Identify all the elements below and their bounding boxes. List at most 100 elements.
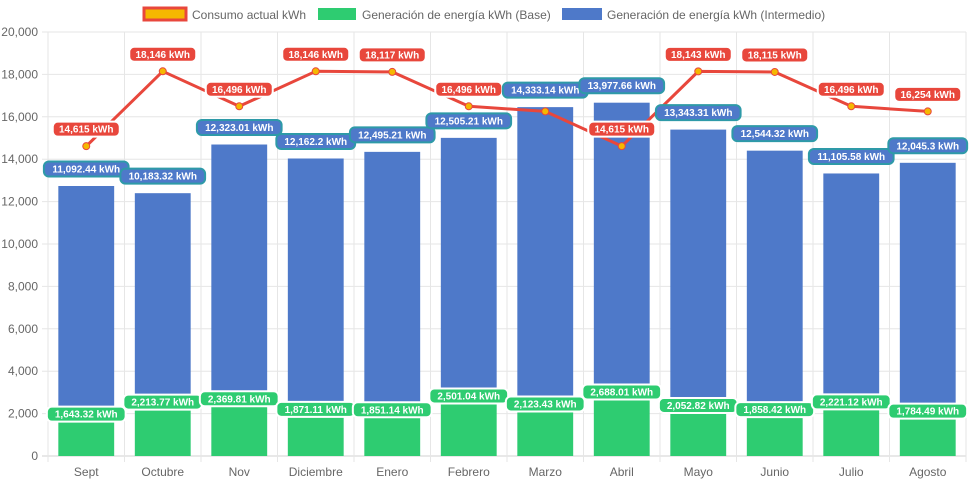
label-base: 2,123.43 kWh <box>504 395 586 413</box>
x-tick-label: Octubre <box>141 465 184 479</box>
label-consumo-bg <box>51 120 121 138</box>
consumption-point <box>770 67 779 76</box>
x-tick-label: Junio <box>760 465 789 479</box>
label-base-text: 1,871.11 kWh <box>285 405 347 416</box>
y-tick-label: 18,000 <box>1 67 38 81</box>
bar-base <box>134 409 191 456</box>
label-intermedio: 13,343.31 kWh <box>654 104 742 122</box>
label-consumo: 18,115 kWh <box>740 46 810 64</box>
label-consumo-bg <box>281 45 351 63</box>
legend-item-2[interactable]: Generación de energía kWh (Intermedio) <box>562 8 825 22</box>
y-tick-label: 2,000 <box>8 407 38 421</box>
legend-label-0[interactable]: Consumo actual kWh <box>192 8 306 22</box>
label-base-bg <box>45 405 127 423</box>
data-labels: 1,643.32 kWh 11,092.44 kWh 14,615 kWh 2,213… <box>42 45 969 423</box>
label-base: 2,213.77 kWh <box>122 393 204 411</box>
legend-label-2[interactable]: Generación de energía kWh (Intermedio) <box>607 8 825 22</box>
label-intermedio-text: 11,105.58 kWh <box>817 152 885 163</box>
consumption-point <box>388 67 397 76</box>
bar-base <box>899 418 956 456</box>
label-base: 1,784.49 kWh <box>887 402 969 420</box>
bar-intermedio <box>58 186 115 422</box>
label-consumo-text: 16,496 kWh <box>442 85 496 96</box>
label-consumo: 16,254 kWh <box>893 85 963 103</box>
label-intermedio: 13,977.66 kWh <box>578 77 666 95</box>
label-base-text: 1,851.14 kWh <box>361 405 424 416</box>
label-intermedio: 10,183.32 kWh <box>119 167 207 185</box>
label-consumo: 14,615 kWh <box>51 120 121 138</box>
label-intermedio-bg <box>195 119 283 137</box>
label-consumo: 16,496 kWh <box>816 80 886 98</box>
consumption-point <box>694 67 703 76</box>
bar-intermedio <box>440 137 497 403</box>
label-intermedio-text: 12,045.3 kWh <box>896 141 959 152</box>
legend-swatch-0 <box>142 6 188 22</box>
bar-base <box>823 408 880 456</box>
y-axis: 0 2,000 4,000 6,000 8,000 10,000 12,000 14,000 1… <box>1 25 38 463</box>
label-intermedio-text: 12,323.01 kWh <box>205 123 273 134</box>
y-tick-label: 20,000 <box>1 25 38 39</box>
label-base-text: 2,501.04 kWh <box>437 391 500 402</box>
label-base-text: 2,213.77 kWh <box>131 398 194 409</box>
label-consumo-bg <box>587 120 657 138</box>
label-consumo-text: 18,117 kWh <box>365 50 419 61</box>
label-base-bg <box>887 402 969 420</box>
legend-item-1[interactable]: Generación de energía kWh (Base) <box>318 8 551 22</box>
label-consumo-text: 16,496 kWh <box>212 85 266 96</box>
label-consumo-bg <box>663 45 733 63</box>
label-intermedio: 12,323.01 kWh <box>195 119 283 137</box>
bar-base <box>364 416 421 456</box>
legend-label-1[interactable]: Generación de energía kWh (Base) <box>362 8 551 22</box>
x-tick-label: Sept <box>74 465 99 479</box>
label-intermedio-text: 11,092.44 kWh <box>52 165 120 176</box>
consumption-point <box>82 142 91 151</box>
label-consumo-bg <box>816 80 886 98</box>
legend-item-0[interactable]: Consumo actual kWh <box>142 6 306 22</box>
consumption-point <box>541 107 550 116</box>
label-base: 2,052.82 kWh <box>657 396 739 414</box>
label-consumo-text: 16,496 kWh <box>824 85 878 96</box>
bar-intermedio <box>517 107 574 411</box>
label-intermedio-bg <box>887 137 969 155</box>
x-tick-label: Abril <box>610 465 634 479</box>
bar-base <box>287 416 344 456</box>
bars <box>58 102 956 456</box>
label-base-text: 1,858.42 kWh <box>743 405 806 416</box>
consumption-point <box>158 67 167 76</box>
legend[interactable]: Consumo actual kWh Generación de energía … <box>142 6 825 22</box>
label-base-text: 2,221.12 kWh <box>820 397 883 408</box>
label-base: 1,643.32 kWh <box>45 405 127 423</box>
label-base-bg <box>810 393 892 411</box>
x-tick-label: Julio <box>839 465 864 479</box>
label-intermedio: 14,333.14 kWh <box>501 81 589 99</box>
label-base-bg <box>504 395 586 413</box>
label-base-bg <box>198 390 280 408</box>
x-tick-label: Nov <box>229 465 250 479</box>
bar-intermedio <box>670 129 727 413</box>
bar-base <box>670 412 727 456</box>
label-base: 2,501.04 kWh <box>428 387 510 405</box>
label-intermedio-bg <box>348 126 436 144</box>
label-consumo-bg <box>204 80 274 98</box>
label-consumo: 18,117 kWh <box>357 46 427 64</box>
label-consumo-text: 18,146 kWh <box>289 50 343 61</box>
x-axis: Sept Octubre Nov Diciembre Enero Febrero Marzo… <box>74 465 947 479</box>
label-base: 1,871.11 kWh <box>275 400 357 418</box>
label-base-bg <box>581 383 663 401</box>
label-consumo-text: 18,143 kWh <box>671 50 725 61</box>
consumption-point <box>311 67 320 76</box>
y-tick-label: 0 <box>31 449 38 463</box>
bar-intermedio <box>211 144 268 406</box>
label-consumo: 14,615 kWh <box>587 120 657 138</box>
label-intermedio-bg <box>731 125 819 143</box>
label-intermedio-text: 12,505.21 kWh <box>435 116 503 127</box>
label-consumo-text: 14,615 kWh <box>59 125 113 136</box>
label-intermedio: 12,505.21 kWh <box>425 112 513 130</box>
consumption-point <box>847 102 856 111</box>
label-consumo-text: 16,254 kWh <box>901 90 955 101</box>
label-intermedio-bg <box>807 147 895 165</box>
label-intermedio: 11,092.44 kWh <box>42 160 130 178</box>
consumption-line-path <box>85 69 928 148</box>
legend-swatch-2 <box>562 8 602 20</box>
